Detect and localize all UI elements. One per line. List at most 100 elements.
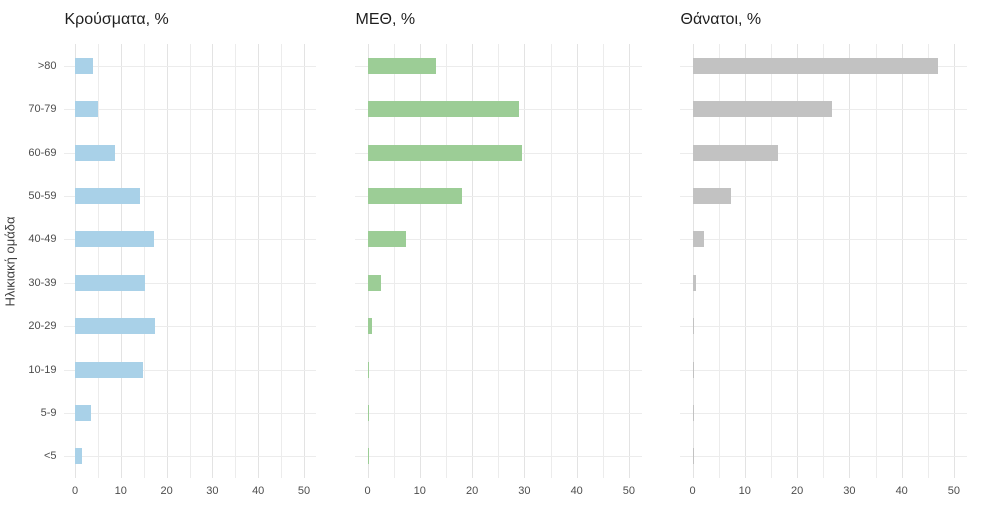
y-axis-title-text: Ηλικιακή ομάδα (2, 215, 18, 307)
gridline-y (679, 456, 967, 458)
x-tick-label: 0 (71, 485, 79, 497)
bar-70-79 (75, 101, 98, 118)
bar-50-59 (75, 187, 140, 204)
y-tick-label: 60-69 (28, 146, 57, 159)
gridline-y (354, 239, 642, 241)
bar-60-69 (75, 144, 115, 161)
gridline-x (602, 44, 604, 478)
x-tick-label: 30 (843, 485, 856, 497)
gridline-x (901, 44, 903, 478)
gridline-x (143, 44, 145, 478)
x-tick-label: 30 (206, 485, 219, 497)
bar-40-49 (75, 231, 154, 248)
x-tick-label: 30 (518, 485, 531, 497)
gridline-y (63, 326, 316, 328)
gridline-x (628, 44, 630, 478)
y-tick-label: 50-59 (28, 189, 57, 202)
bar->80 (75, 57, 93, 74)
x-tick-label: 50 (947, 485, 961, 497)
bar-20-29 (692, 318, 694, 335)
bar-30-39 (367, 274, 381, 291)
x-tick-label: 50 (622, 485, 636, 497)
gridline-x (212, 44, 214, 478)
gridline-y (63, 152, 316, 154)
gridline-x (576, 44, 578, 478)
gridline-x (550, 44, 552, 478)
gridline-x (304, 44, 305, 478)
gridline-x (446, 44, 447, 478)
gridline-y (63, 109, 316, 111)
gridline-x (524, 44, 526, 478)
x-tick-label: 50 (297, 485, 311, 497)
gridline-x (797, 44, 799, 478)
gridline-y (354, 65, 642, 67)
bar-60-69 (367, 144, 522, 161)
gridline-y (679, 326, 967, 328)
bar-70-79 (367, 101, 520, 118)
chart-title-cases: Κρούσματα, % (64, 11, 169, 28)
bar-20-29 (75, 318, 156, 335)
gridline-x (823, 44, 825, 478)
bar-50-59 (367, 187, 463, 204)
gridline-y (679, 152, 967, 154)
bar-<5 (367, 448, 369, 465)
bar-30-39 (692, 274, 697, 291)
gridline-y (679, 282, 967, 284)
x-tick-label: 20 (160, 485, 173, 497)
x-tick-label: 0 (689, 485, 696, 497)
gridline-x (258, 44, 260, 478)
gridline-y (354, 195, 642, 197)
y-tick-label: >80 (37, 59, 57, 72)
y-tick-label: <5 (43, 450, 57, 463)
bar-<5 (692, 448, 694, 465)
bar-40-49 (692, 231, 705, 248)
gridline-y (63, 239, 316, 241)
gridline-y (354, 369, 642, 371)
gridline-x (166, 44, 168, 478)
gridline-y (354, 412, 642, 414)
bar-70-79 (692, 101, 832, 118)
bar-50-59 (692, 187, 731, 204)
gridline-y (354, 456, 642, 458)
chart-title-icu: ΜΕΘ, % (355, 11, 416, 28)
gridline-y (63, 282, 316, 284)
y-tick-label: 30-39 (28, 276, 57, 289)
gridline-x (419, 44, 421, 478)
x-tick-label: 0 (364, 485, 371, 497)
x-tick-label: 40 (252, 485, 265, 497)
gridline-y (63, 456, 316, 458)
bar->80 (692, 57, 939, 74)
gridline-x (692, 44, 694, 478)
x-tick-label: 10 (114, 485, 127, 497)
gridline-y (679, 412, 967, 414)
gridline-x (367, 44, 369, 478)
gridline-x (281, 44, 283, 478)
x-tick-label: 40 (570, 485, 583, 497)
bar->80 (367, 57, 437, 74)
x-tick-label: 10 (413, 485, 426, 497)
bar-10-19 (367, 361, 370, 378)
gridline-x (744, 44, 746, 478)
y-tick-label: 20-29 (28, 320, 57, 333)
gridline-x (393, 44, 395, 478)
gridline-x (718, 44, 720, 478)
bar-5-9 (75, 404, 91, 421)
gridline-y (679, 369, 967, 371)
gridline-y (63, 369, 316, 371)
y-tick-label: 10-19 (28, 363, 57, 376)
bar-10-19 (692, 361, 694, 378)
bar-5-9 (367, 404, 369, 421)
y-tick-label: 70-79 (28, 103, 57, 116)
plot-panel-deaths (679, 44, 967, 478)
gridline-y (679, 239, 967, 241)
gridline-x (953, 44, 955, 478)
plot-panel-icu (354, 44, 642, 478)
gridline-x (771, 44, 772, 478)
bar-40-49 (367, 231, 407, 248)
gridline-y (679, 195, 967, 197)
gridline-x (498, 44, 500, 478)
x-tick-label: 20 (465, 485, 479, 497)
x-tick-label: 40 (895, 485, 908, 497)
gridline-y (63, 195, 316, 197)
